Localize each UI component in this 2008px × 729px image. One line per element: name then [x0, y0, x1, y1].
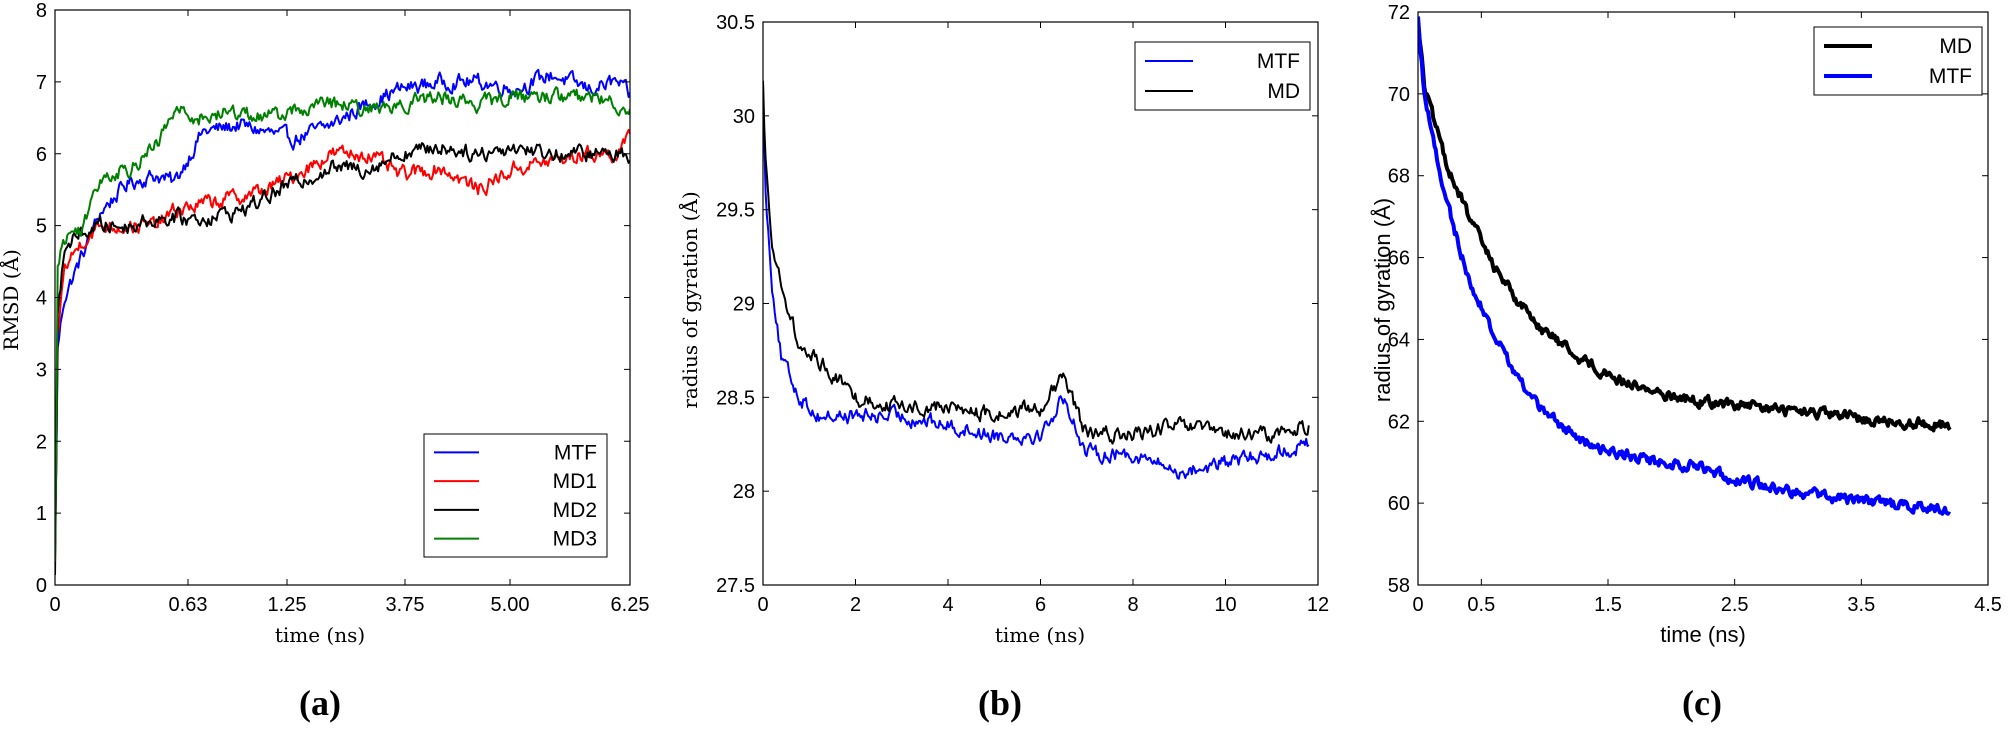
y-tick-label: 29 — [733, 294, 755, 316]
x-tick-label: 2.5 — [1721, 594, 1749, 616]
legend-label-mtf: MTF — [1257, 50, 1300, 73]
y-tick-label: 28 — [733, 481, 755, 503]
y-tick-label: 4 — [36, 288, 47, 310]
chart-a: 0 1 2 3 4 5 6 7 8 0 0.63 1.25 3.75 5.00 6.25 time (ns) R… — [0, 0, 649, 723]
x-tick-label: 0 — [757, 594, 768, 616]
x-tick-label: 0.63 — [169, 594, 208, 616]
y-axis-label: RMSD (Å) — [0, 249, 23, 351]
x-axis-label: time (ns) — [275, 623, 365, 647]
y-tick-label: 29.5 — [716, 200, 755, 222]
legend-label-md: MD — [1267, 80, 1300, 103]
x-tick-label: 4 — [942, 594, 953, 616]
x-axis-label: time (ns) — [995, 623, 1085, 647]
x-axis-label: time (ns) — [1660, 622, 1746, 647]
y-tick-label: 72 — [1388, 2, 1410, 24]
y-tick-label: 2 — [36, 431, 47, 453]
x-tick-label: 1.25 — [268, 594, 307, 616]
x-tick-label: 3.5 — [1847, 594, 1875, 616]
y-tick-label: 1 — [36, 503, 47, 525]
y-tick-label: 58 — [1388, 575, 1410, 597]
x-tick-label: 4.5 — [1974, 594, 2002, 616]
y-tick-label: 3 — [36, 359, 47, 381]
y-tick-label: 30 — [733, 106, 755, 128]
x-tick-label: 0.5 — [1467, 594, 1495, 616]
x-tick-label: 3.75 — [386, 594, 425, 616]
x-tick-label: 5.00 — [491, 594, 530, 616]
panel-caption: (b) — [978, 683, 1022, 723]
y-tick-label: 70 — [1388, 84, 1410, 106]
panel-caption: (c) — [1682, 683, 1722, 723]
x-tick-label: 12 — [1307, 594, 1329, 616]
x-tick-label: 1.5 — [1594, 594, 1622, 616]
x-tick-label: 10 — [1214, 594, 1236, 616]
x-tick-label: 0 — [1412, 594, 1423, 616]
figure-canvas: 0123456780 0.63 1.25 3.75 5.00 6.25time (ns)R… — [0, 0, 2008, 729]
y-axis-label: radius of gyration (Å) — [677, 191, 702, 408]
series-line-md — [763, 81, 1309, 444]
y-tick-label: 0 — [36, 575, 47, 597]
y-axis-label: radius of gyration (Å) — [1370, 198, 1395, 402]
y-tick-label: 5 — [36, 216, 47, 238]
legend-label-md3: MD3 — [553, 528, 597, 551]
y-tick-label: 6 — [36, 144, 47, 166]
legend: MTF MD — [1135, 42, 1310, 110]
chart-b: 27.5 28 28.5 29 29.5 30 30.5 0 2 4 6 8 10 12 time (ns)… — [677, 12, 1329, 723]
x-tick-label: 6.25 — [611, 594, 650, 616]
panel-caption: (a) — [299, 683, 341, 723]
y-tick-label: 30.5 — [716, 12, 755, 34]
x-tick-label: 2 — [850, 594, 861, 616]
legend-label-md: MD — [1939, 35, 1972, 58]
y-tick-label: 68 — [1388, 166, 1410, 188]
y-tick-label: 62 — [1388, 411, 1410, 433]
x-tick-label: 0 — [49, 594, 60, 616]
y-tick-label: 8 — [36, 0, 47, 22]
y-tick-label: 7 — [36, 72, 47, 94]
legend-label-md1: MD1 — [553, 470, 597, 493]
legend-label-mtf: MTF — [1929, 65, 1972, 88]
legend-label-md2: MD2 — [553, 499, 597, 522]
y-tick-label: 27.5 — [716, 575, 755, 597]
x-tick-label: 8 — [1127, 594, 1138, 616]
legend: MTF MD1 MD2 MD3 — [424, 434, 607, 557]
legend: MD MTF — [1814, 27, 1982, 95]
x-tick-label: 6 — [1035, 594, 1046, 616]
y-tick-label: 60 — [1388, 493, 1410, 515]
y-tick-label: 28.5 — [716, 387, 755, 409]
series-line-mtf — [763, 84, 1309, 478]
legend-label-mtf: MTF — [554, 441, 597, 464]
